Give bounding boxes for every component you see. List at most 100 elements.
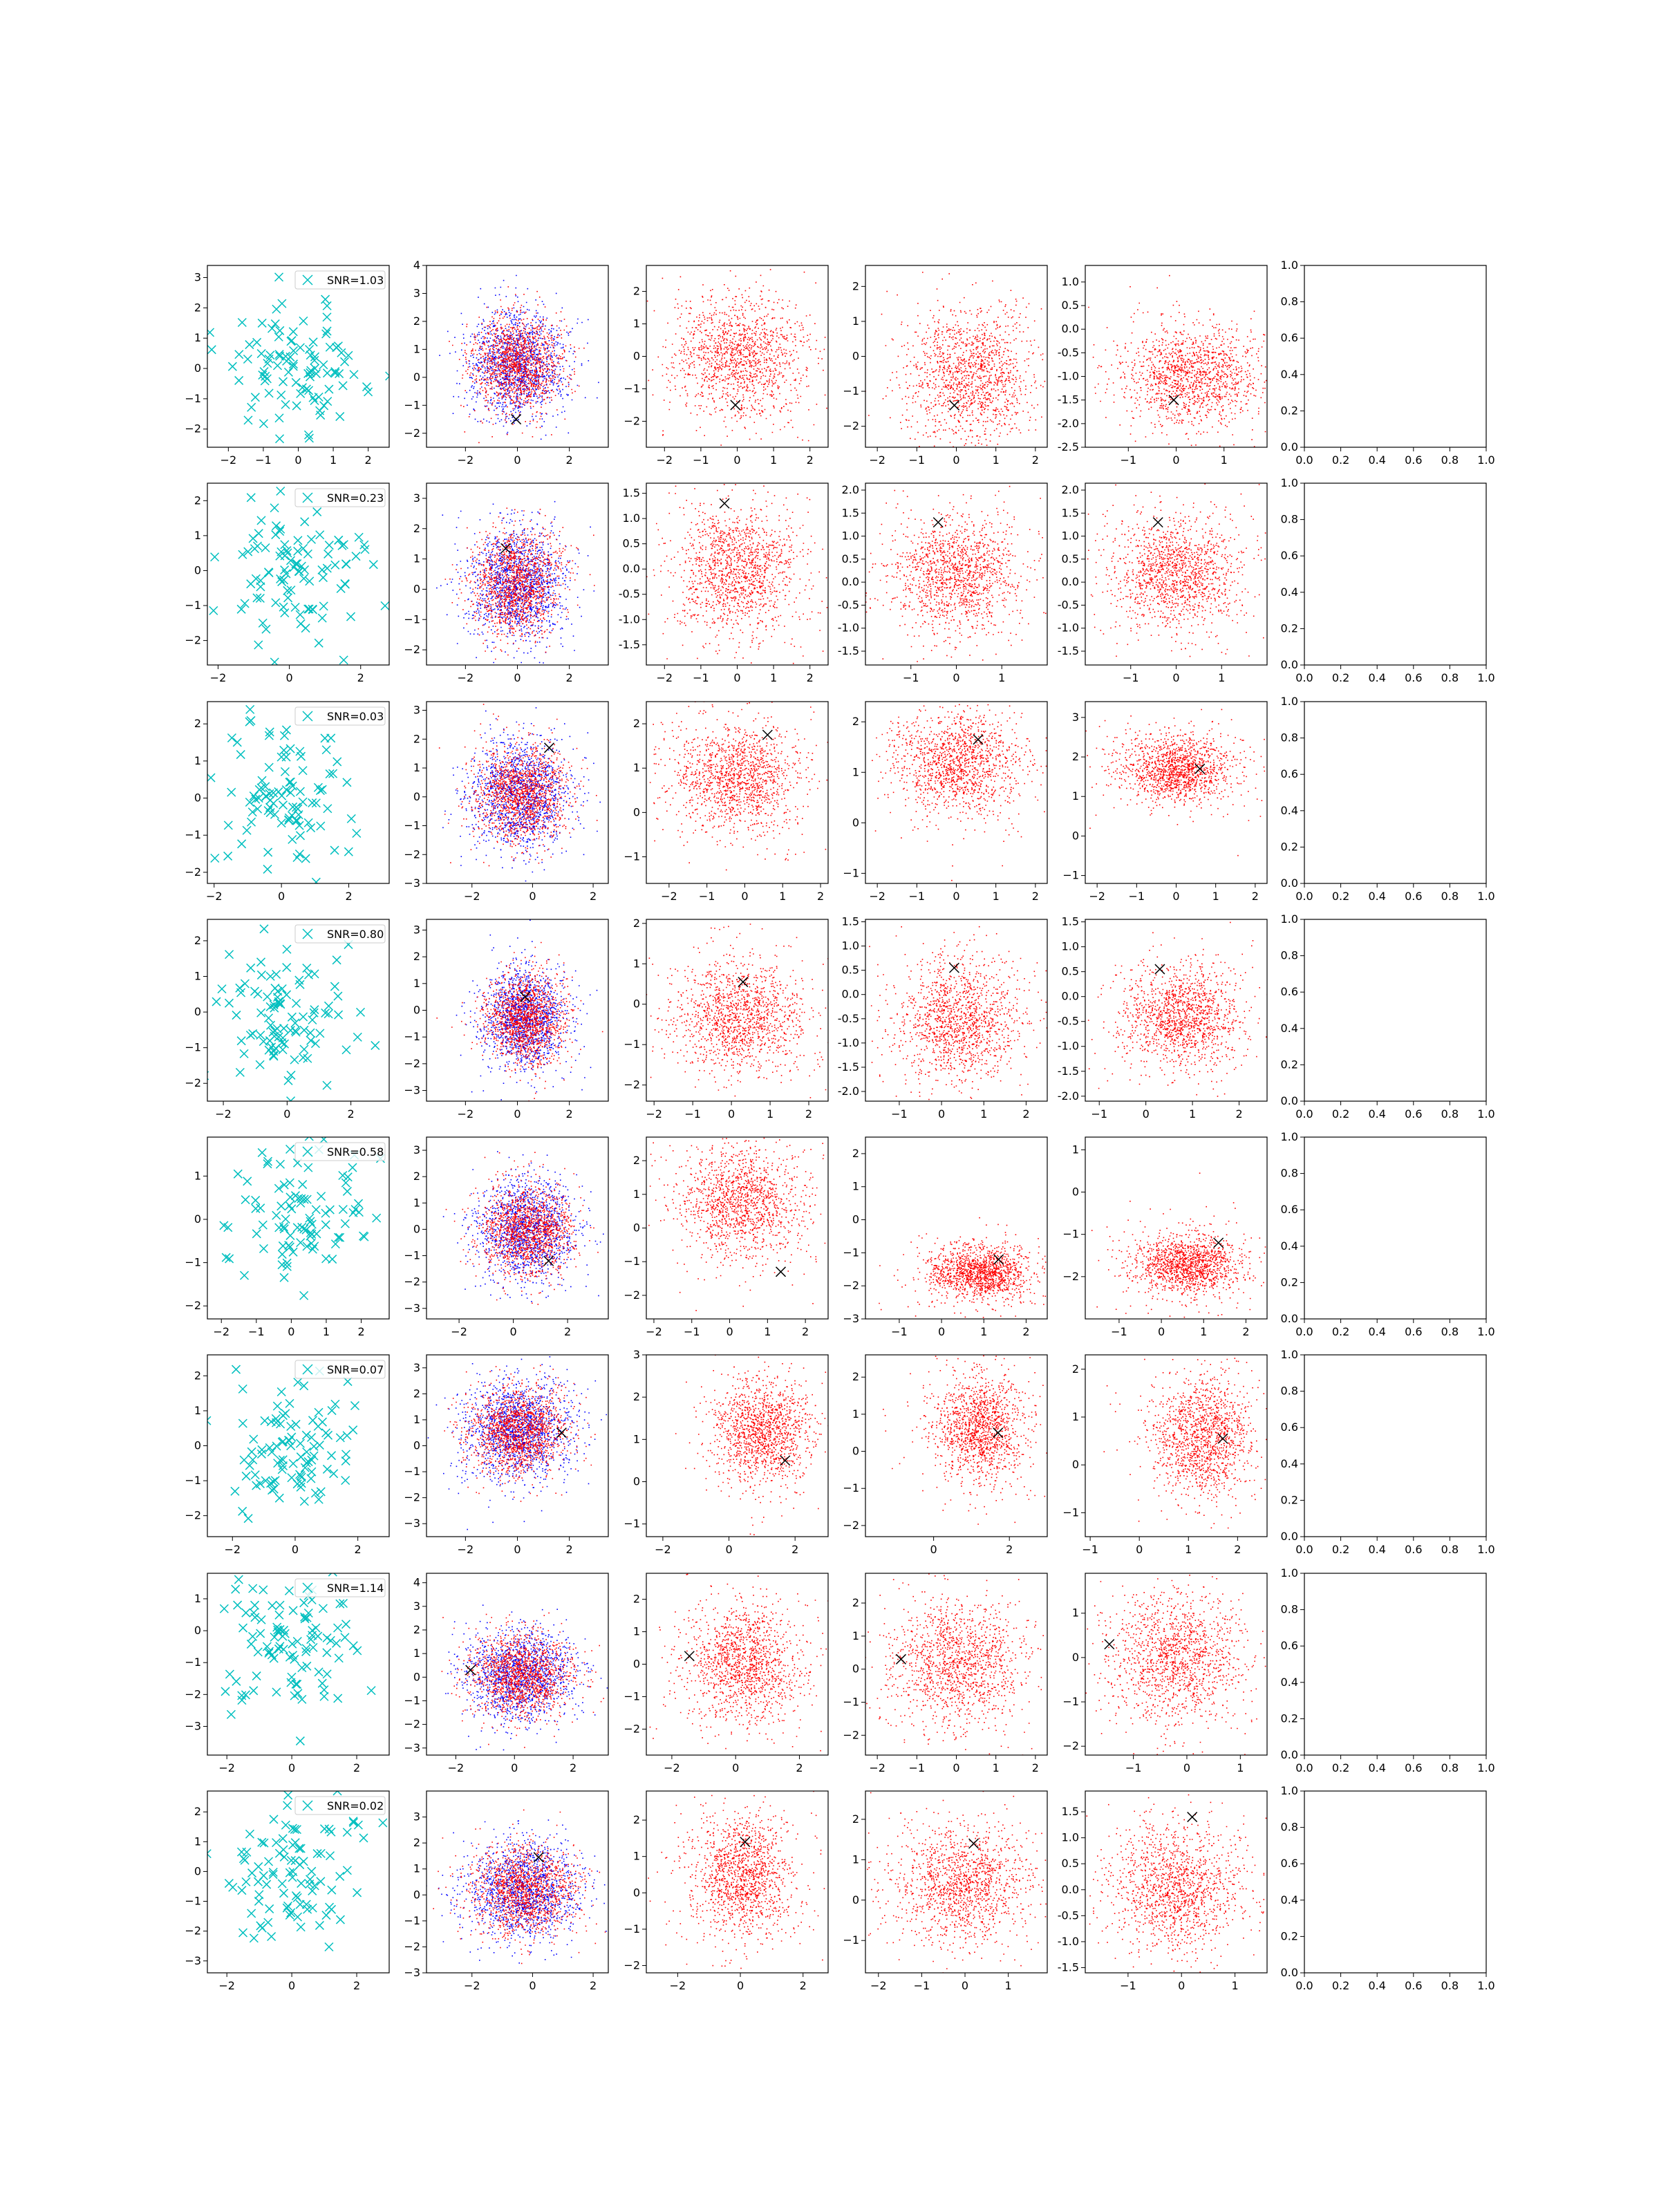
x-tick-label: 0 bbox=[953, 671, 959, 684]
truth-marker bbox=[762, 730, 772, 740]
observation-point bbox=[287, 895, 295, 903]
observation-point bbox=[292, 1028, 300, 1036]
x-tick-label: −2 bbox=[458, 1107, 474, 1121]
x-tick-label: −2 bbox=[224, 1543, 241, 1556]
x-tick-label: 1.0 bbox=[1477, 1543, 1494, 1556]
samples-red bbox=[805, 438, 1103, 698]
observation-point bbox=[342, 1620, 350, 1629]
observation-point bbox=[341, 560, 350, 568]
x-tick-label: 2 bbox=[1242, 1325, 1249, 1338]
observation-point bbox=[276, 352, 284, 360]
observation-point bbox=[284, 1791, 292, 1799]
y-tick-label: 0.6 bbox=[1281, 985, 1298, 998]
x-tick-label: −2 bbox=[870, 1979, 887, 1992]
observation-point bbox=[277, 1202, 285, 1210]
y-tick-label: -0.5 bbox=[838, 598, 859, 611]
observation-point bbox=[225, 950, 234, 959]
y-tick-label: 2 bbox=[194, 1805, 201, 1818]
y-tick-label: 1.0 bbox=[842, 529, 859, 543]
observation-point bbox=[320, 402, 328, 410]
observation-point bbox=[303, 964, 311, 973]
y-tick-label: 1 bbox=[413, 1413, 420, 1426]
x-tick-label: 0.0 bbox=[1295, 1543, 1313, 1556]
x-tick-label: 1.0 bbox=[1477, 1761, 1494, 1774]
observation-point bbox=[288, 1873, 297, 1882]
y-tick-label: 0 bbox=[633, 350, 640, 363]
observation-point bbox=[286, 778, 294, 786]
y-tick-label: 1 bbox=[852, 1180, 859, 1193]
x-tick-label: −1 bbox=[1120, 453, 1136, 467]
axes-frame bbox=[1304, 1137, 1486, 1319]
observation-point bbox=[320, 1692, 328, 1700]
x-tick-label: 0.8 bbox=[1441, 1543, 1459, 1556]
y-tick-label: −3 bbox=[185, 1719, 201, 1732]
samples-red bbox=[436, 942, 603, 1102]
x-tick-label: 0.4 bbox=[1368, 1979, 1385, 1992]
y-tick-label: 0.0 bbox=[1062, 322, 1079, 335]
y-tick-label: 1 bbox=[413, 552, 420, 565]
observation-point bbox=[270, 1815, 278, 1824]
observation-point bbox=[301, 1129, 309, 1137]
x-tick-label: −2 bbox=[869, 890, 885, 903]
observation-point bbox=[272, 1688, 281, 1696]
points-layer bbox=[428, 1354, 612, 1530]
points-layer bbox=[439, 275, 599, 453]
observation-point bbox=[245, 341, 254, 349]
y-tick-label: −2 bbox=[404, 427, 420, 440]
y-tick-label: 0.0 bbox=[1062, 990, 1079, 1003]
observation-point bbox=[280, 731, 288, 740]
samples-red bbox=[597, 418, 862, 700]
observation-point bbox=[238, 1696, 246, 1705]
observation-point bbox=[288, 1474, 296, 1482]
observation-point bbox=[341, 580, 349, 588]
y-tick-label: 2 bbox=[1072, 750, 1079, 763]
panel-r1-c5: 0.0 0.2 0.4 0.6 0.8 1.00.00.20.40.60.81.0 bbox=[1281, 476, 1495, 684]
observation-point bbox=[317, 1192, 326, 1201]
y-tick-label: 1.5 bbox=[842, 506, 859, 519]
observation-point bbox=[211, 854, 219, 863]
x-tick-label: 0.0 bbox=[1295, 1761, 1313, 1774]
observation-point bbox=[296, 787, 304, 796]
y-tick-label: −1 bbox=[843, 1933, 859, 1947]
x-tick-label: −1 bbox=[684, 1107, 701, 1121]
observation-point bbox=[297, 832, 305, 840]
observation-point bbox=[232, 1011, 241, 1020]
observation-point bbox=[308, 798, 317, 807]
observation-point bbox=[347, 814, 355, 823]
y-tick-label: 0 bbox=[852, 1213, 859, 1226]
y-tick-label: 0 bbox=[852, 350, 859, 363]
observation-point bbox=[299, 1013, 308, 1021]
y-tick-label: 2 bbox=[633, 1390, 640, 1403]
observation-point bbox=[275, 1494, 283, 1502]
x-tick-label: 1.0 bbox=[1477, 671, 1494, 684]
observation-point bbox=[296, 747, 304, 756]
x-tick-label: 0 bbox=[510, 1325, 517, 1338]
observation-point bbox=[315, 1668, 323, 1676]
observation-point bbox=[331, 1240, 339, 1248]
y-tick-label: 0.0 bbox=[1281, 658, 1298, 671]
observation-point bbox=[334, 1624, 342, 1632]
x-tick-label: −1 bbox=[699, 890, 715, 903]
y-tick-label: −1 bbox=[185, 1895, 201, 1908]
points-layer bbox=[1072, 672, 1313, 856]
y-tick-label: 0.2 bbox=[1281, 1929, 1298, 1942]
y-tick-label: 0 bbox=[413, 790, 420, 803]
observation-markers bbox=[209, 487, 389, 666]
observation-point bbox=[318, 614, 326, 622]
observation-point bbox=[304, 1163, 312, 1172]
x-tick-label: −1 bbox=[1123, 671, 1139, 684]
observation-point bbox=[279, 603, 288, 611]
observation-point bbox=[281, 1215, 290, 1223]
observation-point bbox=[308, 1416, 317, 1425]
points-layer bbox=[594, 1705, 863, 2054]
observation-point bbox=[277, 1387, 285, 1396]
y-tick-label: 0.0 bbox=[1062, 1883, 1079, 1896]
y-tick-label: 0.0 bbox=[842, 988, 859, 1001]
observation-point bbox=[285, 1586, 293, 1595]
x-tick-label: 0.4 bbox=[1368, 1325, 1385, 1338]
y-tick-label: -1.5 bbox=[838, 644, 859, 657]
